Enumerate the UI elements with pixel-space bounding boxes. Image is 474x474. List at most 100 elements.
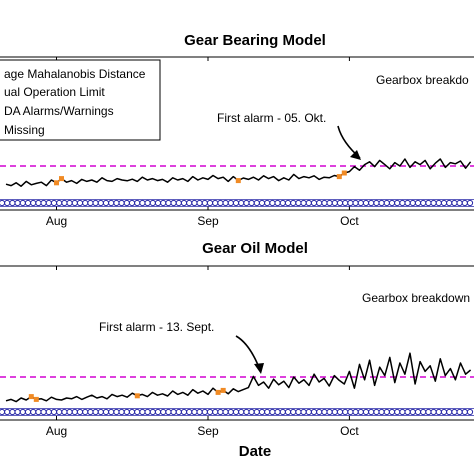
alarm-marker bbox=[243, 408, 250, 416]
alarm-marker bbox=[461, 408, 468, 416]
alarm-marker bbox=[196, 199, 203, 207]
alarm-marker bbox=[82, 408, 89, 416]
alarm-marker bbox=[284, 199, 292, 207]
x-tick-label: Oct bbox=[340, 424, 359, 438]
x-axis-label: Date bbox=[239, 443, 272, 460]
alarm-marker bbox=[87, 199, 94, 207]
alarm-marker bbox=[430, 408, 437, 416]
alarm-marker bbox=[0, 408, 6, 416]
alarm-marker bbox=[35, 199, 42, 207]
alarm-marker bbox=[420, 199, 427, 207]
alarm-marker bbox=[35, 408, 42, 416]
alarm-marker bbox=[310, 199, 318, 207]
gear-oil-panel: Gear Oil Model Aug Sep Oct Gearbox breakdo… bbox=[0, 240, 474, 460]
alarm-marker bbox=[92, 408, 99, 416]
alarm-marker bbox=[50, 408, 58, 416]
alarm-marker bbox=[71, 199, 78, 207]
alarm-marker bbox=[321, 408, 328, 416]
alarm-marker bbox=[316, 199, 323, 207]
alarm-marker bbox=[352, 199, 359, 207]
first-alarm-arrowhead bbox=[254, 363, 264, 374]
alarm-marker bbox=[191, 408, 198, 416]
x-tick-label: Aug bbox=[46, 424, 67, 438]
alarm-marker bbox=[357, 199, 364, 207]
alarm-marker bbox=[258, 199, 266, 207]
x-tick-label: Aug bbox=[46, 214, 67, 228]
alarm-marker bbox=[435, 408, 442, 416]
alarm-marker bbox=[170, 199, 177, 207]
alarm-marker bbox=[373, 408, 380, 416]
alarm-marker bbox=[227, 199, 234, 207]
alarm-marker bbox=[149, 408, 156, 416]
alarm-marker bbox=[368, 408, 375, 416]
alarm-marker bbox=[258, 408, 266, 416]
alarm-marker bbox=[253, 408, 260, 416]
alarm-marker bbox=[118, 199, 125, 207]
alarm-marker bbox=[425, 408, 432, 416]
alarms-warnings-row bbox=[0, 408, 474, 416]
alarm-marker bbox=[404, 408, 411, 416]
alarm-marker bbox=[139, 199, 146, 207]
alarm-marker bbox=[118, 408, 125, 416]
alarm-marker bbox=[0, 199, 6, 207]
alarm-marker bbox=[66, 199, 73, 207]
alarm-marker bbox=[212, 408, 219, 416]
alarm-marker bbox=[217, 199, 224, 207]
alarm-marker bbox=[206, 199, 214, 207]
alarm-marker bbox=[201, 199, 208, 207]
alarm-marker bbox=[160, 408, 167, 416]
alarm-marker bbox=[300, 199, 307, 207]
alarm-marker bbox=[113, 408, 120, 416]
legend-entry-distance: age Mahalanobis Distance bbox=[4, 67, 146, 81]
alarm-marker bbox=[40, 408, 47, 416]
alarm-marker bbox=[466, 199, 474, 207]
alarm-marker bbox=[295, 199, 302, 207]
legend-entry-limit: ual Operation Limit bbox=[4, 85, 105, 99]
alarm-marker bbox=[102, 199, 110, 207]
alarm-marker bbox=[430, 199, 437, 207]
alarm-marker bbox=[399, 199, 406, 207]
alarm-marker bbox=[378, 408, 385, 416]
alarm-marker bbox=[440, 408, 448, 416]
alarm-marker bbox=[4, 199, 11, 207]
alarm-marker bbox=[274, 199, 281, 207]
alarm-marker bbox=[461, 199, 468, 207]
alarm-marker bbox=[362, 199, 370, 207]
alarm-marker bbox=[336, 408, 344, 416]
alarm-marker bbox=[451, 408, 458, 416]
alarm-marker bbox=[154, 199, 162, 207]
alarm-marker bbox=[191, 199, 198, 207]
alarm-marker bbox=[290, 408, 297, 416]
alarm-marker bbox=[175, 199, 182, 207]
alarm-marker bbox=[56, 408, 63, 416]
mahalanobis-distance-line bbox=[5, 352, 472, 403]
alarm-marker bbox=[435, 199, 442, 207]
alarm-marker bbox=[61, 408, 68, 416]
alarm-marker bbox=[92, 199, 99, 207]
alarm-marker bbox=[30, 408, 37, 416]
alarm-marker bbox=[409, 199, 416, 207]
alarm-marker bbox=[305, 408, 312, 416]
alarm-marker bbox=[212, 199, 219, 207]
missing-data-marker bbox=[28, 394, 34, 400]
alarm-marker bbox=[186, 199, 193, 207]
alarm-marker bbox=[295, 408, 302, 416]
alarm-marker bbox=[45, 199, 52, 207]
alarm-marker bbox=[128, 199, 136, 207]
alarm-marker bbox=[24, 408, 32, 416]
alarm-marker bbox=[326, 408, 333, 416]
alarm-marker bbox=[175, 408, 182, 416]
alarm-marker bbox=[300, 408, 307, 416]
x-tick-label: Sep bbox=[197, 424, 219, 438]
alarm-marker bbox=[248, 408, 255, 416]
missing-data-marker bbox=[54, 180, 59, 186]
x-tick-label: Oct bbox=[340, 214, 359, 228]
alarm-marker bbox=[71, 408, 78, 416]
alarm-marker bbox=[466, 408, 474, 416]
alarm-marker bbox=[165, 408, 172, 416]
alarm-marker bbox=[383, 199, 390, 207]
alarm-marker bbox=[394, 408, 401, 416]
axes-frame bbox=[0, 265, 474, 421]
alarm-marker bbox=[414, 408, 422, 416]
